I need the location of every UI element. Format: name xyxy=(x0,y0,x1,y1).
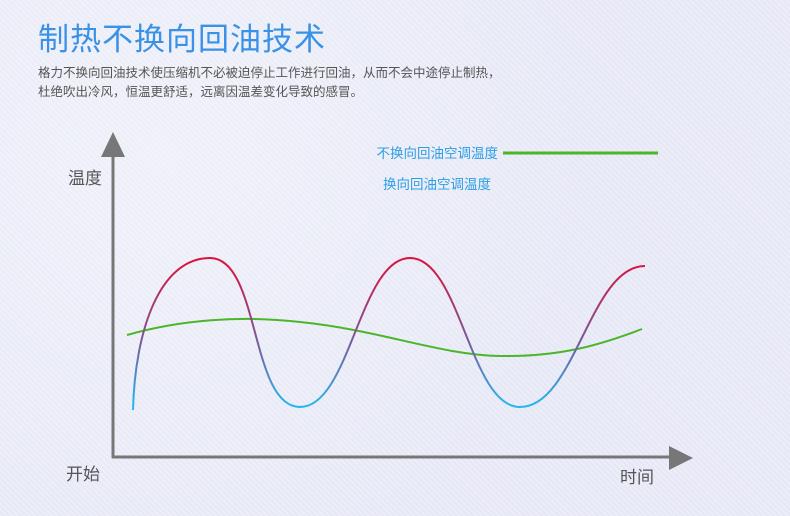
legend-label-reversal: 换向回油空调温度 xyxy=(383,177,491,193)
reversal-temperature-curve xyxy=(132,256,646,411)
description-line: 格力不换向回油技术使压缩机不必被迫停止工作进行回油，从而不会中途停止制热， xyxy=(38,65,501,80)
y-axis-arrow xyxy=(101,132,125,157)
no-reversal-temperature-curve xyxy=(126,317,643,358)
description: 格力不换向回油技术使压缩机不必被迫停止工作进行回油，从而不会中途停止制热， 杜绝… xyxy=(38,63,638,101)
origin-label: 开始 xyxy=(66,465,100,485)
legend-label-no-reversal: 不换向回油空调温度 xyxy=(377,146,499,162)
page-title: 制热不换向回油技术 xyxy=(38,22,326,58)
description-line: 杜绝吹出冷风，恒温更舒适，远离因温差变化导致的感冒。 xyxy=(38,84,364,99)
x-axis-arrow xyxy=(669,446,693,470)
x-axis-label: 时间 xyxy=(620,468,654,488)
y-axis-label: 温度 xyxy=(68,169,102,189)
